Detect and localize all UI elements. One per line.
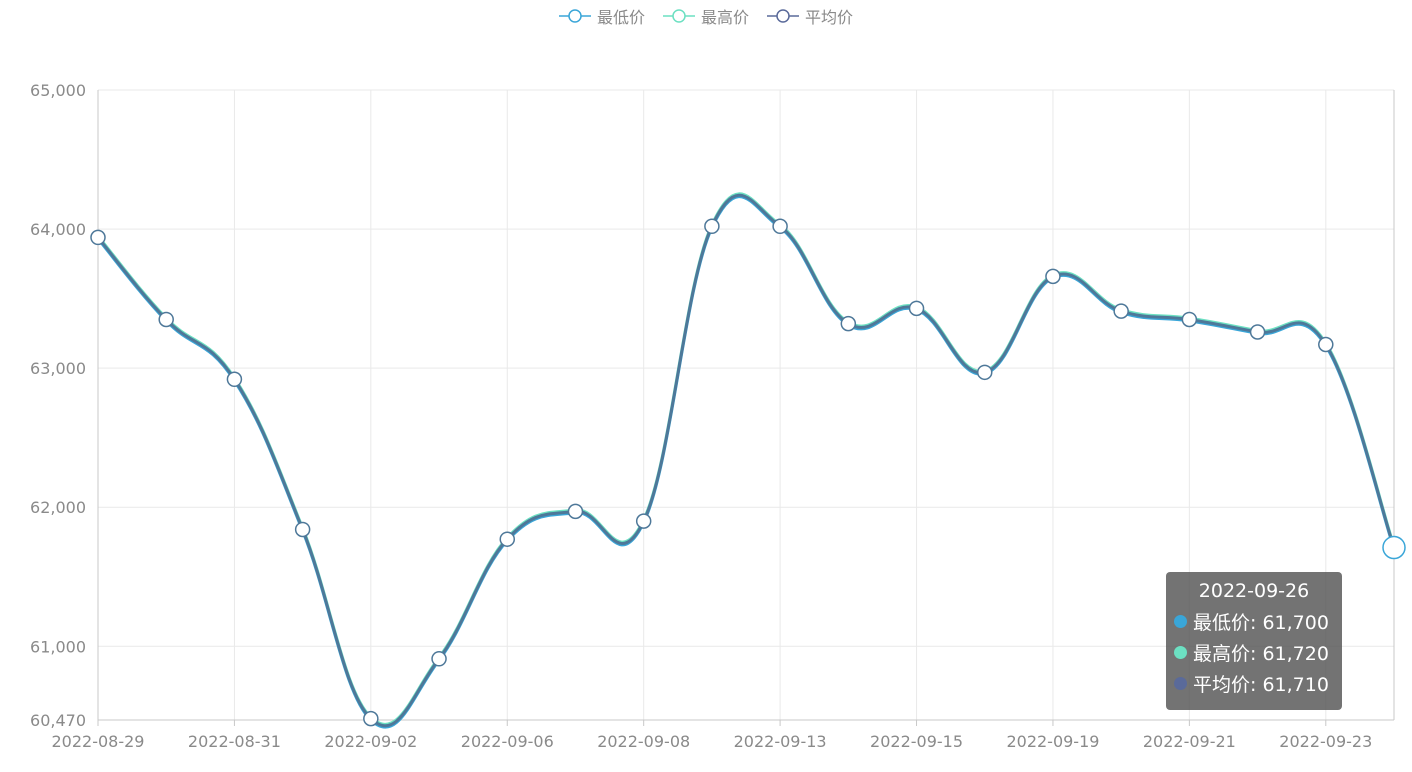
legend-item-avg[interactable]: 平均价 — [767, 4, 853, 28]
x-axis: 2022-08-29 2022-08-31 2022-09-02 2022-09-06… — [52, 719, 1394, 751]
x-tick-label: 2022-09-06 — [461, 732, 554, 751]
tooltip-row-min: 最低价: 61,700 — [1174, 606, 1334, 637]
data-point[interactable] — [1249, 324, 1266, 340]
data-point-highlighted[interactable] — [1382, 535, 1406, 560]
y-tick-label: 60,470 — [30, 711, 86, 730]
tooltip-row-max: 最高价: 61,720 — [1174, 637, 1334, 668]
y-tick-label: 64,000 — [30, 220, 86, 239]
y-tick-label: 65,000 — [30, 81, 86, 100]
tooltip-row-label: 最低价: 61,700 — [1193, 612, 1329, 634]
data-point[interactable] — [1045, 268, 1061, 285]
tooltip-row-avg: 平均价: 61,710 — [1174, 668, 1334, 699]
x-tick-label: 2022-09-08 — [597, 732, 690, 751]
data-point[interactable] — [635, 513, 652, 529]
legend-item-max[interactable]: 最高价 — [662, 4, 749, 28]
data-point[interactable] — [772, 218, 788, 235]
data-point[interactable] — [976, 364, 993, 381]
data-point[interactable] — [704, 218, 720, 235]
data-point[interactable] — [1318, 336, 1334, 353]
x-tick-label: 2022-09-19 — [1006, 732, 1099, 751]
x-tick-label: 2022-09-23 — [1279, 732, 1372, 751]
data-point[interactable] — [431, 651, 447, 667]
data-point[interactable] — [1181, 311, 1198, 328]
y-axis: 65,000 64,000 63,000 62,000 61,000 60,470 — [30, 81, 1395, 730]
data-point[interactable] — [1113, 303, 1129, 319]
data-point[interactable] — [158, 311, 174, 328]
data-point[interactable] — [908, 300, 925, 317]
x-tick-label: 2022-08-31 — [188, 732, 281, 751]
data-point[interactable] — [567, 503, 584, 520]
data-point[interactable] — [840, 315, 857, 332]
data-point[interactable] — [294, 521, 311, 538]
y-tick-label: 63,000 — [30, 359, 86, 378]
data-point[interactable] — [90, 229, 106, 246]
legend-label: 最高价 — [700, 8, 749, 27]
series-dot-icon — [1174, 677, 1187, 690]
x-tick-label: 2022-09-13 — [734, 732, 827, 751]
legend-line-circle-icon — [558, 9, 591, 23]
series-dot-icon — [1174, 646, 1187, 659]
data-points[interactable] — [90, 218, 1406, 727]
legend-label: 平均价 — [805, 8, 854, 27]
x-tick-label: 2022-09-15 — [870, 732, 963, 751]
tooltip-row-label: 平均价: 61,710 — [1193, 674, 1329, 696]
x-tick-label: 2022-09-21 — [1143, 732, 1236, 751]
data-point[interactable] — [363, 710, 379, 727]
legend-line-circle-icon — [662, 9, 695, 23]
tooltip-date: 2022-09-26 — [1198, 580, 1310, 602]
data-point[interactable] — [499, 531, 516, 547]
y-tick-label: 61,000 — [30, 637, 86, 656]
series-dot-icon — [1174, 615, 1187, 628]
tooltip-row-label: 最高价: 61,720 — [1193, 643, 1329, 665]
data-point[interactable] — [226, 371, 243, 388]
x-tick-label: 2022-08-29 — [52, 732, 145, 751]
x-tick-label: 2022-09-02 — [324, 732, 417, 751]
legend-label: 最低价 — [596, 8, 645, 27]
y-tick-label: 62,000 — [30, 498, 86, 517]
tooltip: 2022-09-26 最低价: 61,700 最高价: 61,720 平均价: … — [1166, 572, 1342, 710]
legend-line-circle-icon — [767, 9, 799, 23]
legend-item-min[interactable]: 最低价 — [558, 4, 645, 28]
legend: 最低价 最高价 平均价 — [0, 4, 1412, 28]
